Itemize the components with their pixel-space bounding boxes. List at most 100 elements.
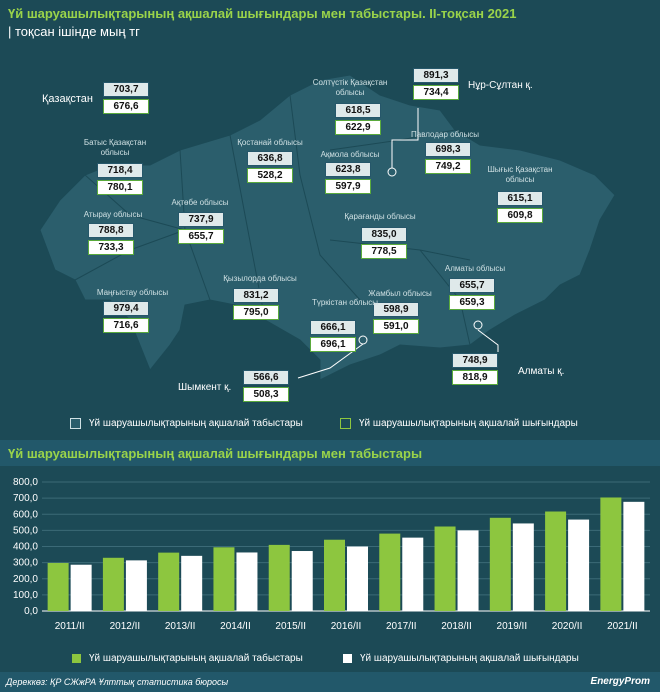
y-tick-label: 300,0 [13,558,38,569]
north-kz-income: 618,5 [335,103,381,118]
zhambyl-income: 598,9 [373,302,419,317]
bar-expense [623,501,645,611]
brand-logo: EnergyProm [590,676,650,687]
y-tick-label: 500,0 [13,525,38,536]
mangystau-label: Маңғыстау облысы [96,288,169,297]
nur-sultan-income: 891,3 [413,68,459,83]
map-legend-income: Үй шаруашылықтарының ақшалай табыстары [70,418,303,429]
chart-title-band [0,440,660,466]
east-kz-expense: 609,8 [497,208,543,223]
x-tick-label: 2012/II [110,621,141,632]
x-tick-label: 2019/II [497,621,528,632]
kyzylorda-income: 831,2 [233,288,279,303]
kazakhstan-label: Қазақстан [42,93,93,105]
bar-expense [402,537,424,611]
bar-income [434,526,456,611]
chart-legend-label-income: Үй шаруашылықтарының ақшалай табыстары [89,653,303,664]
legend-label-expense: Үй шаруашылықтарының ақшалай шығындары [359,418,578,429]
x-tick-label: 2011/II [55,621,85,632]
legend-label-income: Үй шаруашылықтарының ақшалай табыстары [89,418,303,429]
pavlodar-expense: 749,2 [425,159,471,174]
almaty-marker [473,320,483,330]
bar-income [213,547,235,611]
bar-income [158,552,180,611]
footer-band [0,672,660,692]
almaty-region-label: Алматы облысы [444,264,506,273]
y-tick-label: 600,0 [13,509,38,520]
shymkent-income: 566,6 [243,370,289,385]
zhambyl-label: Жамбыл облысы [368,289,432,298]
west-kz-label: Батыс Қазақстан облысы [83,138,147,157]
chart-legend-expense: Үй шаруашылықтарының ақшалай шығындары [343,653,579,664]
aktobe-expense: 655,7 [178,229,224,244]
chart-title: Үй шаруашылықтарының ақшалай шығындары м… [8,446,423,461]
x-tick-label: 2016/II [331,621,362,632]
y-tick-label: 700,0 [13,493,38,504]
shymkent-expense: 508,3 [243,387,289,402]
almaty-region-income: 655,7 [449,278,495,293]
karaganda-income: 835,0 [361,227,407,242]
bar-income [379,533,401,611]
akmola-label: Ақмола облысы [320,150,380,159]
aktobe-income: 737,9 [178,212,224,227]
bar-income [102,557,124,611]
x-tick-label: 2018/II [441,621,472,632]
turkistan-label: Түркістан облысы [311,298,379,307]
bar-expense [125,560,147,611]
y-tick-label: 200,0 [13,574,38,585]
bar-expense [347,546,368,611]
y-tick-label: 0,0 [24,606,38,617]
kazakhstan-income: 703,7 [103,82,149,97]
west-kz-income: 718,4 [97,163,143,178]
atyrau-label: Атырау облысы [83,210,143,219]
almaty-city-income: 748,9 [452,353,498,368]
bar-expense [291,551,313,611]
east-kz-label: Шығыс Қазақстан облысы [487,165,553,184]
almaty-region-expense: 659,3 [449,295,495,310]
chart-legend-swatch-expense [343,654,352,663]
pavlodar-label: Павлодар облысы [411,130,479,139]
karaganda-label: Қарағанды облысы [344,212,416,221]
y-tick-label: 100,0 [13,590,38,601]
kostanay-income: 636,8 [247,151,293,166]
atyrau-income: 788,8 [88,223,134,238]
nur-sultan-label: Нұр-Сұлтан қ. [468,80,533,91]
y-tick-label: 800,0 [13,477,38,488]
turkistan-expense: 696,1 [310,337,356,352]
page-title: Үй шаруашылықтарының ақшалай шығындары м… [8,6,517,21]
mangystau-income: 979,4 [103,301,149,316]
bar-income [600,497,622,611]
north-kz-expense: 622,9 [335,120,381,135]
akmola-expense: 597,9 [325,179,371,194]
x-tick-label: 2013/II [165,621,196,632]
zhambyl-expense: 591,0 [373,319,419,334]
source-note: Дереккөз: ҚР СЖжРА Ұлттық статистика бюр… [6,677,229,687]
aktobe-label: Ақтөбе облысы [171,198,229,207]
shymkent-label: Шымкент қ. [178,382,232,393]
kyzylorda-label: Қызылорда облысы [223,274,297,283]
kazakhstan-expense: 676,6 [103,99,149,114]
karaganda-expense: 778,5 [361,244,407,259]
bar-income [47,562,69,611]
x-tick-label: 2017/II [386,621,417,632]
page-subtitle: | тоқсан ішінде мың тг [8,24,140,39]
chart-legend-label-expense: Үй шаруашылықтарының ақшалай шығындары [360,653,579,664]
bar-expense [568,519,590,611]
almaty-city-expense: 818,9 [452,370,498,385]
bar-income [489,517,511,611]
turkistan-income: 666,1 [310,320,356,335]
chart-legend-income: Үй шаруашылықтарының ақшалай табыстары [72,653,303,664]
kostanay-label: Қостанай облысы [237,138,303,147]
almaty-city-label: Алматы қ. [518,366,565,377]
bar-expense [70,564,92,611]
kyzylorda-expense: 795,0 [233,305,279,320]
mangystau-expense: 716,6 [103,318,149,333]
east-kz-income: 615,1 [497,191,543,206]
west-kz-expense: 780,1 [97,180,143,195]
bar-expense [457,530,479,611]
north-kz-label: Солтүстік Қазақстан облысы [312,78,388,97]
kostanay-expense: 528,2 [247,168,293,183]
bar-chart: 0,0 100,0 200,0 300,0 400,0 500,0 600,0 700,0 80… [13,477,650,632]
bar-expense [236,552,258,611]
x-tick-label: 2020/II [552,621,583,632]
